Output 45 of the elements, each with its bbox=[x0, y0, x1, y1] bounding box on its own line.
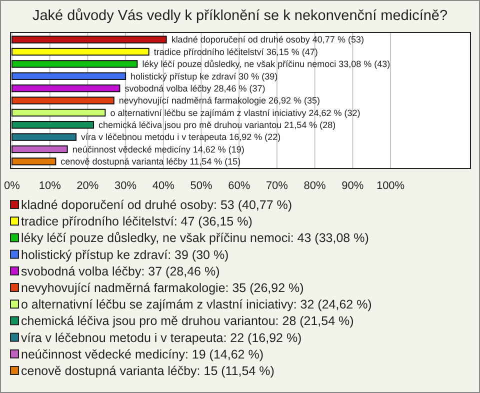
text: holistický přístup ke zdraví: 39 (30 %) bbox=[21, 248, 229, 262]
x-tick-label: 30% bbox=[114, 180, 137, 192]
text: léky léčí pouze důsledky, ne však příčinu nemoci: 43 (33,08 %) bbox=[21, 231, 369, 246]
text: o alternativní léčbu se zajímám z vlastní iniciativy: 32 (24,62 %) bbox=[21, 298, 372, 312]
x-tick-label: 0% bbox=[4, 180, 20, 192]
x-tick-label: 60% bbox=[228, 180, 250, 192]
category-label: svobodná volba léčby 28,46 % (37) bbox=[124, 83, 266, 94]
text: víra v léčebnou metodu i v terapeuta: 22 (16,92 %) bbox=[21, 330, 302, 345]
bar bbox=[12, 133, 77, 141]
bar bbox=[12, 96, 114, 104]
bar bbox=[12, 48, 150, 56]
chart-title: Jaké důvody Vás vedly k příklonění se k nekonvenční medicíně? bbox=[32, 8, 448, 24]
category-label: tradice přírodního léčitelství 36,15 % (47) bbox=[154, 46, 318, 57]
x-tick-label: 80% bbox=[304, 180, 326, 192]
bar bbox=[12, 145, 68, 154]
category-label: neúčinnost vědecké medicíny 14,62 % (19) bbox=[72, 144, 244, 154]
bar bbox=[12, 84, 120, 92]
x-tick-label: 40% bbox=[152, 180, 175, 192]
text: nevyhovující nadměrná farmakologie: 35 (26,92 %) bbox=[21, 281, 304, 295]
bar bbox=[12, 108, 106, 117]
category-label: víra v léčebnou metodu i v terapeuta 16,92 % (22) bbox=[81, 132, 281, 142]
x-tick-label: 90% bbox=[342, 180, 364, 192]
category-label: léky léčí pouze důsledky, ne však příčinu nemoci 33,08 % (43) bbox=[142, 59, 390, 70]
bar bbox=[12, 60, 138, 68]
bar bbox=[12, 72, 126, 80]
x-tick-label: 50% bbox=[190, 180, 212, 192]
category-label: cenově dostupná varianta léčby 11,54 % (15) bbox=[60, 156, 241, 167]
category-label: chemická léčiva jsou pro mě druhou variantou 21,54 % (28) bbox=[98, 120, 336, 130]
x-tick-label: 70% bbox=[266, 180, 288, 192]
bar bbox=[12, 121, 94, 129]
x-tick-label: 20% bbox=[76, 180, 99, 192]
bar bbox=[12, 36, 167, 44]
category-label: kladné doporučení od druhé osoby 40,77 % (53) bbox=[171, 34, 364, 45]
text: tradice přírodního léčitelství: 47 (36,15 %) bbox=[21, 214, 252, 229]
category-label: nevyhovující nadměrná farmakologie 26,92 % (35) bbox=[118, 96, 320, 106]
text: svobodná volba léčby: 37 (28,46 %) bbox=[21, 264, 220, 278]
text: chemická léčiva jsou pro mě druhou variantou: 28 (21,54 %) bbox=[21, 314, 354, 328]
category-label: o alternativní léčbu se zajímám z vlastní iniciativy 24,62 % (32) bbox=[110, 108, 360, 118]
x-tick-label: 100% bbox=[376, 180, 405, 192]
text: neúčinnost vědecké medicíny: 19 (14,62 %) bbox=[21, 347, 264, 362]
bar bbox=[12, 158, 56, 166]
text: kladné doporučení od druhé osoby: 53 (40,77 %) bbox=[21, 198, 292, 212]
text: cenově dostupná varianta léčby: 15 (11,54 %) bbox=[21, 364, 274, 378]
category-label: holistický přístup ke zdraví 30 % (39) bbox=[130, 71, 278, 82]
x-tick-label: 10% bbox=[38, 180, 62, 192]
